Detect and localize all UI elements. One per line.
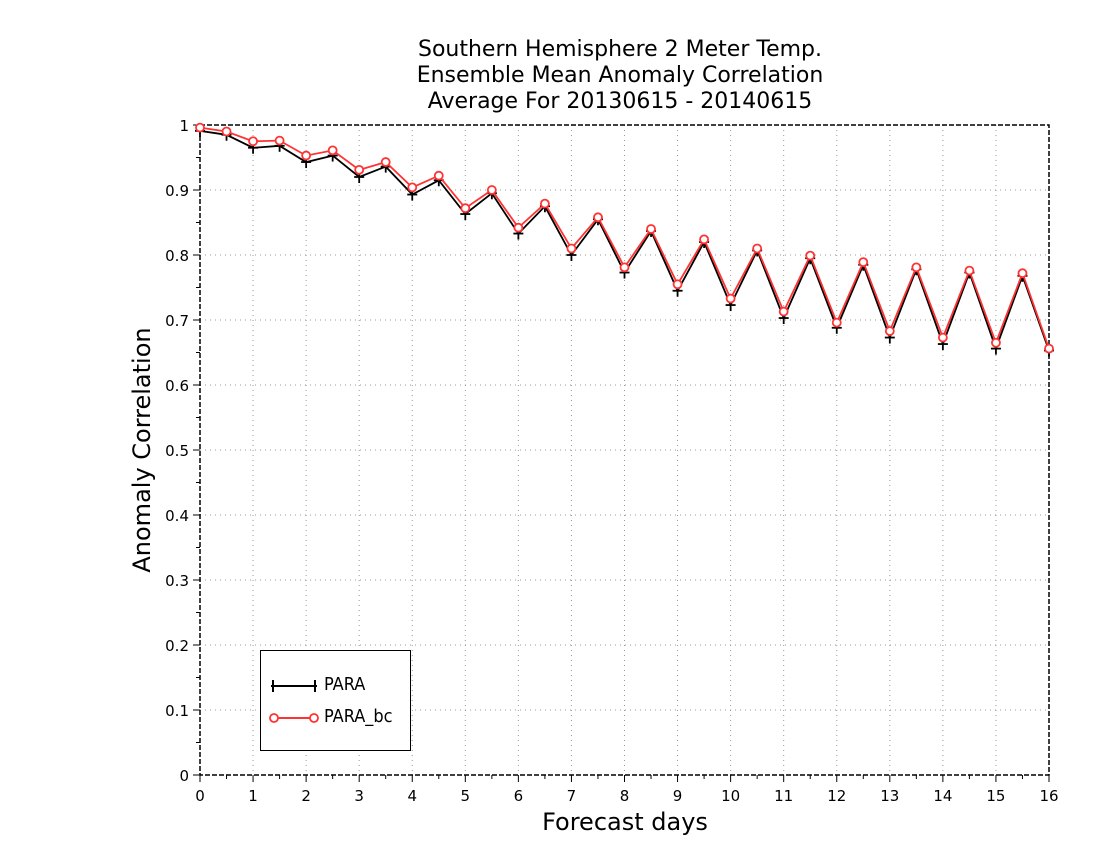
chart-title-line-2: Ensemble Mean Anomaly Correlation [416, 63, 824, 88]
x-tick-label: 13 [880, 787, 899, 805]
legend-label-para: PARA [324, 674, 366, 695]
x-tick-label: 1 [248, 787, 258, 805]
data-point-para-bc [221, 126, 232, 137]
chart-title-line-3: Average For 20130615 - 20140615 [427, 89, 813, 114]
data-point-para-bc [460, 203, 471, 214]
data-point-para-bc [327, 145, 338, 156]
x-tick-label: 3 [354, 787, 364, 805]
x-tick-label: 14 [933, 787, 952, 805]
data-point-para-bc [407, 182, 418, 193]
chart-title-line-1: Southern Hemisphere 2 Meter Temp. [417, 37, 822, 62]
y-tick-label: 0.3 [165, 572, 189, 590]
data-point-para-bc [752, 243, 763, 254]
series-layer [195, 122, 1054, 357]
x-tick-label: 0 [195, 787, 205, 805]
y-tick-label: 0 [179, 767, 189, 785]
y-tick-label: 0.7 [165, 312, 189, 330]
data-point-para-bc [1017, 268, 1028, 279]
data-point-para-bc [354, 164, 365, 175]
data-point-para-bc [1044, 343, 1054, 354]
legend-marker-para-bc [269, 713, 319, 723]
x-tick-label: 8 [620, 787, 630, 805]
data-point-para-bc [991, 337, 1001, 348]
x-tick-label: 16 [1039, 787, 1058, 805]
data-point-para-bc [964, 265, 975, 276]
x-tick-label: 15 [986, 787, 1005, 805]
x-tick-label: 7 [567, 787, 577, 805]
data-point-para-bc [699, 234, 709, 245]
x-tick-label: 11 [774, 787, 793, 805]
y-tick-label: 0.8 [165, 247, 189, 265]
data-point-para-bc [380, 157, 391, 167]
data-point-para-bc [540, 198, 550, 209]
y-tick-label: 0.1 [165, 702, 189, 720]
data-point-para-bc [805, 250, 816, 261]
y-tick-label: 0.5 [165, 442, 189, 460]
y-tick-label: 0.6 [165, 377, 189, 395]
data-point-para-bc [725, 293, 736, 304]
data-point-para-bc [301, 150, 312, 161]
data-point-para-bc [619, 262, 630, 273]
legend-markers [269, 680, 319, 723]
data-point-para-bc [911, 262, 922, 273]
y-tick-label: 1 [179, 117, 189, 135]
x-tick-label: 4 [407, 787, 417, 805]
y-axis-label: Anomaly Correlation [128, 327, 156, 573]
data-point-para-bc [858, 257, 869, 268]
x-tick-label: 10 [721, 787, 740, 805]
x-tick-label: 12 [827, 787, 846, 805]
data-point-para-bc [937, 332, 948, 343]
legend-label-para-bc: PARA_bc [324, 706, 393, 727]
data-point-para-bc [566, 243, 577, 254]
data-point-para-bc [884, 326, 895, 336]
data-point-para-bc [672, 279, 683, 290]
data-point-para-bc [248, 136, 258, 147]
data-point-para-bc [486, 185, 497, 195]
plot-frame [199, 124, 1050, 776]
x-tick-label: 2 [301, 787, 311, 805]
data-point-para-bc [274, 135, 285, 146]
legend-marker-para [271, 680, 317, 692]
data-point-para-bc [831, 317, 842, 328]
y-tick-label: 0.4 [165, 507, 189, 525]
data-point-para-bc [433, 170, 444, 181]
x-tick-label: 9 [673, 787, 683, 805]
data-point-para-bc [646, 224, 656, 234]
axes: 0 1 2 3 4 5 6 7 8 9 10 11 12 13 14 15 1600.10.20.30.40.5… [165, 117, 1058, 805]
legend: PARA PARA_bc [260, 650, 411, 751]
grid [200, 125, 1049, 775]
x-axis-label: Forecast days [542, 808, 708, 836]
data-point-para-bc [593, 212, 603, 223]
y-tick-label: 0.9 [165, 182, 189, 200]
x-tick-label: 6 [514, 787, 524, 805]
data-point-para-bc [195, 122, 205, 133]
data-point-para-bc [778, 306, 789, 317]
y-tick-label: 0.2 [165, 637, 189, 655]
x-tick-label: 5 [461, 787, 471, 805]
data-point-para-bc [513, 222, 524, 233]
